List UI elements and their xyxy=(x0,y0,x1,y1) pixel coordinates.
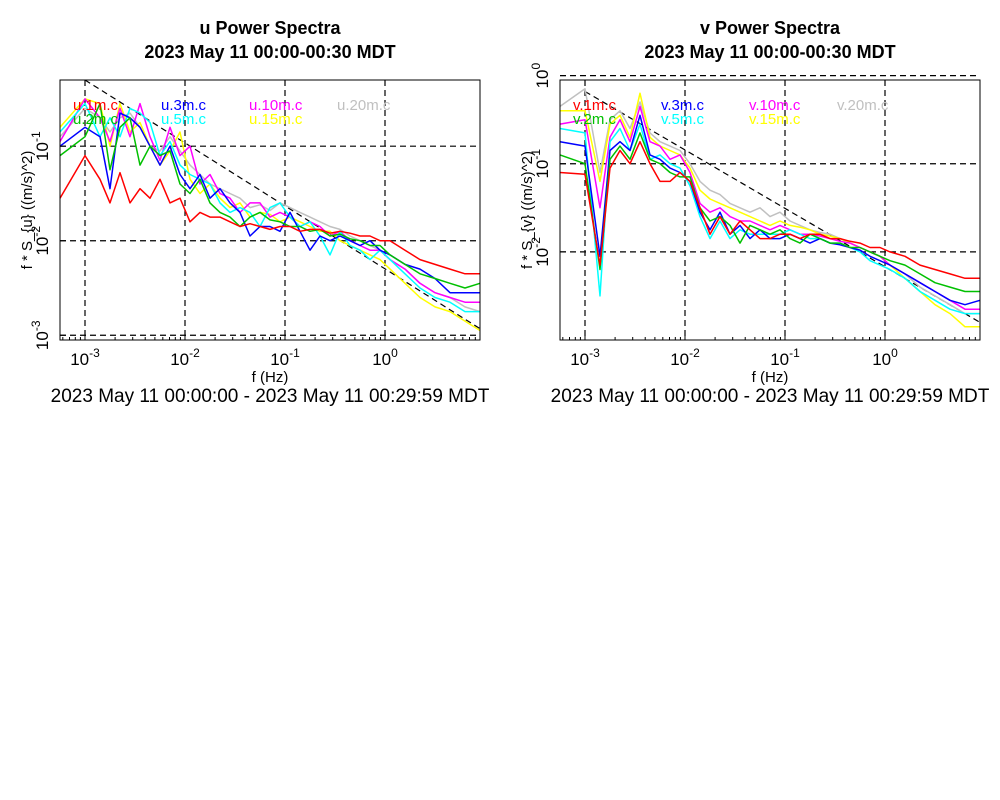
u-y-tick-exponent: -2 xyxy=(29,226,43,237)
v-y-tick-base: 10 xyxy=(533,69,552,88)
v-reference-slope xyxy=(584,90,981,323)
v-x-tick-label: 100 xyxy=(872,346,898,369)
v-chart-subtitle: 2023 May 11 00:00-00:30 MDT xyxy=(644,42,895,62)
u-x-tick-base: 10 xyxy=(170,350,189,369)
u-x-tick-exponent: 0 xyxy=(391,346,398,360)
u-y-tick-label: 10-3 xyxy=(29,320,52,350)
v-x-tick-base: 10 xyxy=(670,350,689,369)
v-date-range: 2023 May 11 00:00:00 - 2023 May 11 00:29… xyxy=(551,386,990,407)
u-x-tick-label: 100 xyxy=(372,346,398,369)
u-y-tick-exponent: -3 xyxy=(29,320,43,331)
u-series-lines xyxy=(59,98,481,332)
v-x-tick-label: 10-2 xyxy=(670,346,700,369)
v-x-tick-label: 10-3 xyxy=(570,346,600,369)
v-y-tick-base: 10 xyxy=(533,160,552,179)
series-line-v-1m-c xyxy=(559,140,980,280)
u-y-tick-label: 10-1 xyxy=(29,131,52,161)
v-series-lines xyxy=(559,88,981,328)
v-x-tick-exponent: -2 xyxy=(689,346,700,360)
legend-u-5m-c: u.5m.c xyxy=(161,111,207,128)
u-y-ticks: 10-310-210-1 xyxy=(29,131,66,350)
legend-v-1m-c: v.1m.c xyxy=(573,97,617,114)
v-y-tick-exponent: 0 xyxy=(529,62,543,69)
legend-v-15m-c: v.15m.c xyxy=(749,111,801,128)
v-legend: v.1m.cv.2m.c v.3m.cv.5m.c v.10m.cv.15m.c v.… xyxy=(573,97,889,128)
v-reference-line xyxy=(584,90,981,323)
legend-u-2m-c: u.2m.c xyxy=(73,111,119,128)
legend-u-3m-c: u.3m.c xyxy=(161,97,207,114)
v-x-axis-label: f (Hz) xyxy=(752,369,789,386)
u-date-range: 2023 May 11 00:00:00 - 2023 May 11 00:29… xyxy=(51,386,490,407)
u-x-tick-exponent: -1 xyxy=(289,346,300,360)
series-line-u-2m-c xyxy=(59,102,481,289)
v-y-tick-label: 100 xyxy=(529,62,552,88)
v-y-axis-label: f * S_{v} ((m/s)^2) xyxy=(519,151,536,269)
v-y-tick-exponent: -1 xyxy=(529,149,543,160)
series-line-u-1m-c xyxy=(59,154,480,275)
u-y-tick-exponent: -1 xyxy=(29,131,43,142)
v-x-tick-exponent: 0 xyxy=(891,346,898,360)
u-chart-subtitle: 2023 May 11 00:00-00:30 MDT xyxy=(144,42,395,62)
u-x-tick-base: 10 xyxy=(372,350,391,369)
u-chart-title: u Power Spectra xyxy=(199,18,341,38)
legend-v-2m-c: v.2m.c xyxy=(573,111,617,128)
u-x-tick-label: 10-2 xyxy=(170,346,200,369)
v-x-tick-exponent: -1 xyxy=(789,346,800,360)
u-legend: u.1m.cu.2m.c u.3m.cu.5m.c u.10m.cu.15m.c u.… xyxy=(73,97,391,128)
v-y-tick-base: 10 xyxy=(533,248,552,267)
legend-v-10m-c: v.10m.c xyxy=(749,97,801,114)
legend-u-1m-c: u.1m.c xyxy=(73,97,119,114)
u-x-tick-label: 10-1 xyxy=(270,346,300,369)
series-line-u-15m-c xyxy=(59,98,481,332)
v-x-tick-exponent: -3 xyxy=(589,346,600,360)
legend-v-3m-c: v.3m.c xyxy=(661,97,705,114)
v-y-tick-exponent: -2 xyxy=(529,237,543,248)
v-x-tick-base: 10 xyxy=(872,350,891,369)
u-x-tick-label: 10-3 xyxy=(70,346,100,369)
legend-v-20m-c: v.20m.c xyxy=(837,97,889,114)
series-line-v-2m-c xyxy=(559,132,980,293)
u-x-tick-base: 10 xyxy=(70,350,89,369)
legend-u-20m-c: u.20m.c xyxy=(337,97,391,114)
v-spectra-panel: v Power Spectra 2023 May 11 00:00-00:30 … xyxy=(519,18,990,407)
u-y-tick-label: 10-2 xyxy=(29,226,52,256)
u-y-tick-base: 10 xyxy=(33,142,52,161)
legend-v-5m-c: v.5m.c xyxy=(661,111,705,128)
legend-u-15m-c: u.15m.c xyxy=(249,111,303,128)
u-y-axis-label: f * S_{u} ((m/s)^2) xyxy=(19,151,36,270)
legend-u-10m-c: u.10m.c xyxy=(249,97,303,114)
u-x-tick-exponent: -2 xyxy=(189,346,200,360)
v-chart-title: v Power Spectra xyxy=(700,18,841,38)
u-y-tick-base: 10 xyxy=(33,331,52,350)
u-grid xyxy=(60,80,480,340)
v-x-tick-base: 10 xyxy=(770,350,789,369)
u-x-tick-base: 10 xyxy=(270,350,289,369)
v-x-tick-base: 10 xyxy=(570,350,589,369)
u-x-ticks: 10-3 10-2 10-1 100 xyxy=(62,334,476,369)
v-y-tick-label: 10-1 xyxy=(529,149,552,179)
u-y-tick-base: 10 xyxy=(33,237,52,256)
v-x-tick-label: 10-1 xyxy=(770,346,800,369)
v-x-ticks: 10-3 10-2 10-1 100 xyxy=(562,334,976,369)
u-spectra-panel: u Power Spectra 2023 May 11 00:00-00:30 … xyxy=(19,18,490,407)
v-y-tick-label: 10-2 xyxy=(529,237,552,267)
u-x-tick-exponent: -3 xyxy=(89,346,100,360)
series-line-v-3m-c xyxy=(559,114,981,306)
u-x-axis-label: f (Hz) xyxy=(252,369,289,386)
